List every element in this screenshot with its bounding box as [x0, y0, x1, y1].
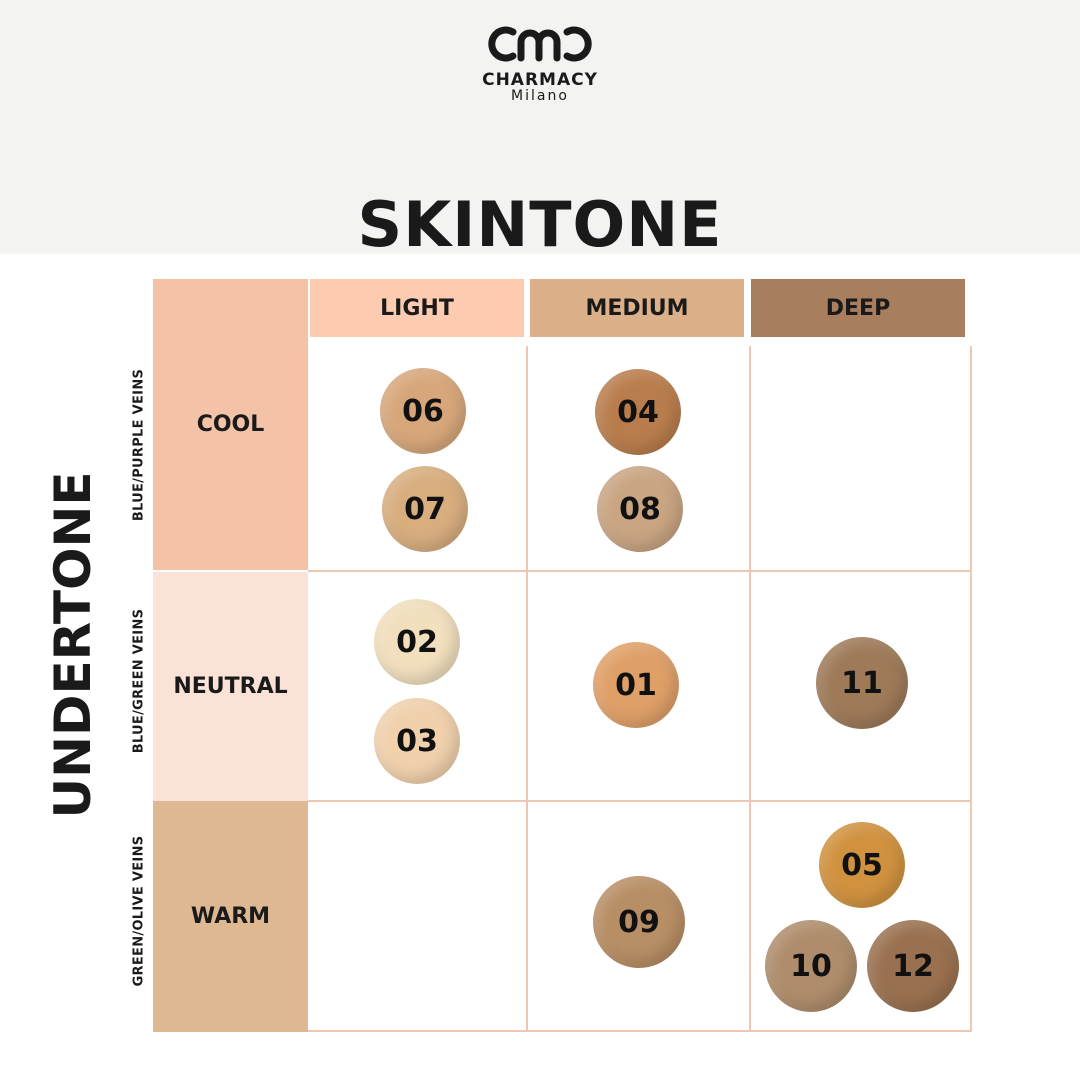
row-header-warm: WARM	[153, 801, 308, 1032]
grid-divider	[970, 346, 972, 1032]
brand-logo: CHARMACY Milano	[440, 22, 640, 104]
shade-swatch-04: 04	[595, 369, 681, 455]
shade-swatch-09: 09	[593, 876, 685, 968]
column-header-deep: DEEP	[751, 279, 965, 337]
skintone-title: SKINTONE	[357, 188, 723, 261]
shade-swatch-11: 11	[816, 637, 908, 729]
grid-divider	[308, 570, 972, 572]
shade-swatch-12: 12	[867, 920, 959, 1012]
shade-swatch-07: 07	[382, 466, 468, 552]
shade-swatch-10: 10	[765, 920, 857, 1012]
brand-name: CHARMACY	[482, 70, 598, 90]
brand-city: Milano	[511, 88, 569, 104]
column-header-light: LIGHT	[310, 279, 524, 337]
shade-swatch-08: 08	[597, 466, 683, 552]
cmc-logo-icon	[488, 26, 592, 62]
shade-swatch-02: 02	[374, 599, 460, 685]
grid-divider	[526, 346, 528, 1032]
shade-swatch-01: 01	[593, 642, 679, 728]
shade-grid	[308, 338, 972, 1032]
grid-divider	[749, 346, 751, 1032]
row-header-neutral: NEUTRAL	[153, 572, 308, 801]
grid-divider	[308, 800, 972, 802]
cool-veins-label: BLUE/PURPLE VEINS	[131, 368, 147, 522]
undertone-title: UNDERTONE	[44, 471, 102, 819]
shade-swatch-05: 05	[819, 822, 905, 908]
row-header-cool: COOL	[153, 279, 308, 570]
shade-swatch-03: 03	[374, 698, 460, 784]
column-header-medium: MEDIUM	[530, 279, 744, 337]
grid-divider	[308, 1030, 972, 1032]
neutral-veins-label: BLUE/GREEN VEINS	[131, 608, 147, 754]
shade-swatch-06: 06	[380, 368, 466, 454]
warm-veins-label: GREEN/OLIVE VEINS	[131, 835, 147, 987]
